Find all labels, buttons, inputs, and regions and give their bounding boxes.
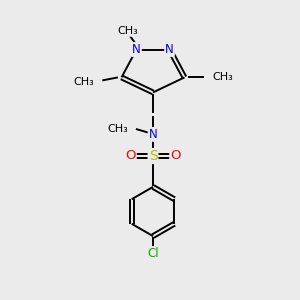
Text: CH₃: CH₃ xyxy=(73,77,94,87)
Text: O: O xyxy=(170,149,181,163)
Text: N: N xyxy=(148,128,158,141)
Text: CH₃: CH₃ xyxy=(107,124,128,134)
Text: N: N xyxy=(165,43,174,56)
Text: CH₃: CH₃ xyxy=(118,26,139,36)
Text: N: N xyxy=(132,43,141,56)
Text: Cl: Cl xyxy=(147,247,159,260)
Text: S: S xyxy=(148,149,158,163)
Text: O: O xyxy=(125,149,136,163)
Text: CH₃: CH₃ xyxy=(212,72,233,82)
